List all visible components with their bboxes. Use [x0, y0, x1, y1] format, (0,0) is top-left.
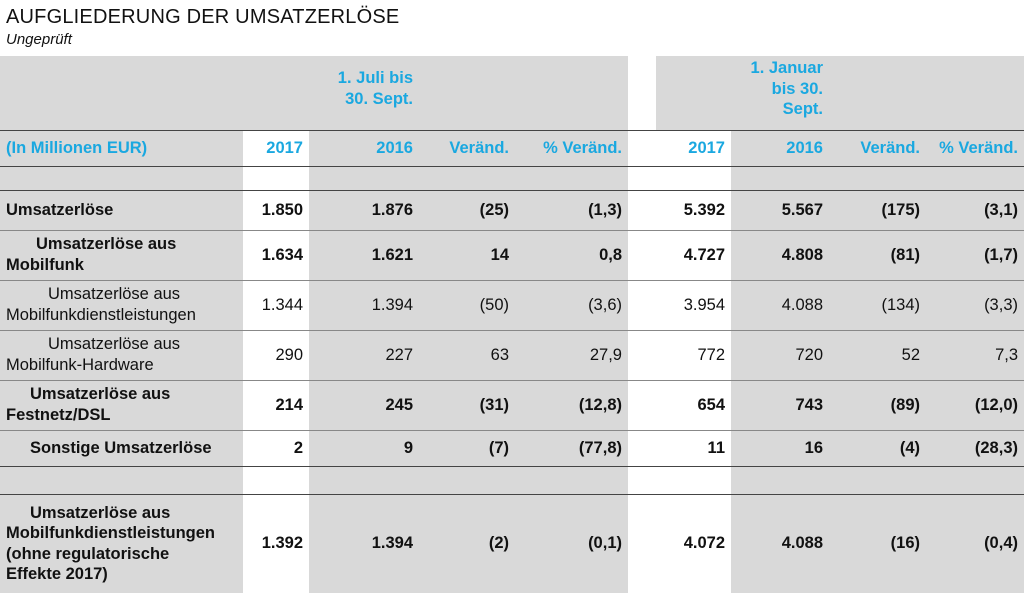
col-change-q3: Veränd.	[419, 129, 515, 166]
col-change-ytd: Veränd.	[829, 129, 926, 166]
row-label: Umsatzerlöse aus Festnetz/DSL	[0, 379, 243, 430]
row-label: Umsatzerlöse aus Mobilfunkdienstleistunge…	[0, 279, 243, 330]
period1-header: 1. Juli bis 30. Sept.	[309, 56, 419, 130]
col-2016-q3: 2016	[309, 129, 419, 166]
page-title: AUFGLIEDERUNG DER UMSATZERLÖSE	[6, 6, 400, 28]
table-row: Umsatzerlöse aus Mobilfunkdienstleistunge…	[0, 279, 1024, 330]
col-2017-q3: 2017	[243, 129, 309, 166]
table-row: Umsatzerlöse 1.850 1.876 (25) (1,3) 5.39…	[0, 189, 1024, 230]
row-label: Umsatzerlöse aus Mobilfunkdienstleistung…	[0, 494, 243, 593]
row-label: Sonstige Umsatzerlöse	[0, 429, 243, 467]
row-label: Umsatzerlöse aus Mobilfunk	[0, 229, 243, 280]
spacer-row	[0, 165, 1024, 190]
table-row: Umsatzerlöse aus Mobilfunk-Hardware 290 2…	[0, 329, 1024, 380]
table-row: Umsatzerlöse aus Mobilfunkdienstleistung…	[0, 494, 1024, 593]
revenue-table: 1. Juli bis 30. Sept. 1. Januar bis 30. Sep…	[0, 56, 1024, 593]
period2-header: 1. Januar bis 30. Sept.	[731, 56, 829, 130]
col-2017-ytd: 2017	[656, 129, 731, 166]
table-row: Umsatzerlöse aus Mobilfunk 1.634 1.621 14…	[0, 229, 1024, 280]
table-row: Sonstige Umsatzerlöse 2 9 (7) (77,8) 11 …	[0, 429, 1024, 467]
col-pct-change-ytd: % Veränd.	[926, 129, 1024, 166]
header-period-row: 1. Juli bis 30. Sept. 1. Januar bis 30. Sep…	[0, 56, 1024, 130]
page-subtitle: Ungeprüft	[6, 31, 72, 48]
row-label: Umsatzerlöse	[0, 189, 243, 230]
col-2016-ytd: 2016	[731, 129, 829, 166]
col-pct-change-q3: % Veränd.	[515, 129, 628, 166]
header-columns-row: (In Millionen EUR) 2017 2016 Veränd. % V…	[0, 129, 1024, 166]
unit-label: (In Millionen EUR)	[0, 129, 243, 166]
spacer-row	[0, 466, 1024, 495]
row-label: Umsatzerlöse aus Mobilfunk-Hardware	[0, 329, 243, 380]
table-row: Umsatzerlöse aus Festnetz/DSL 214 245 (31…	[0, 379, 1024, 430]
